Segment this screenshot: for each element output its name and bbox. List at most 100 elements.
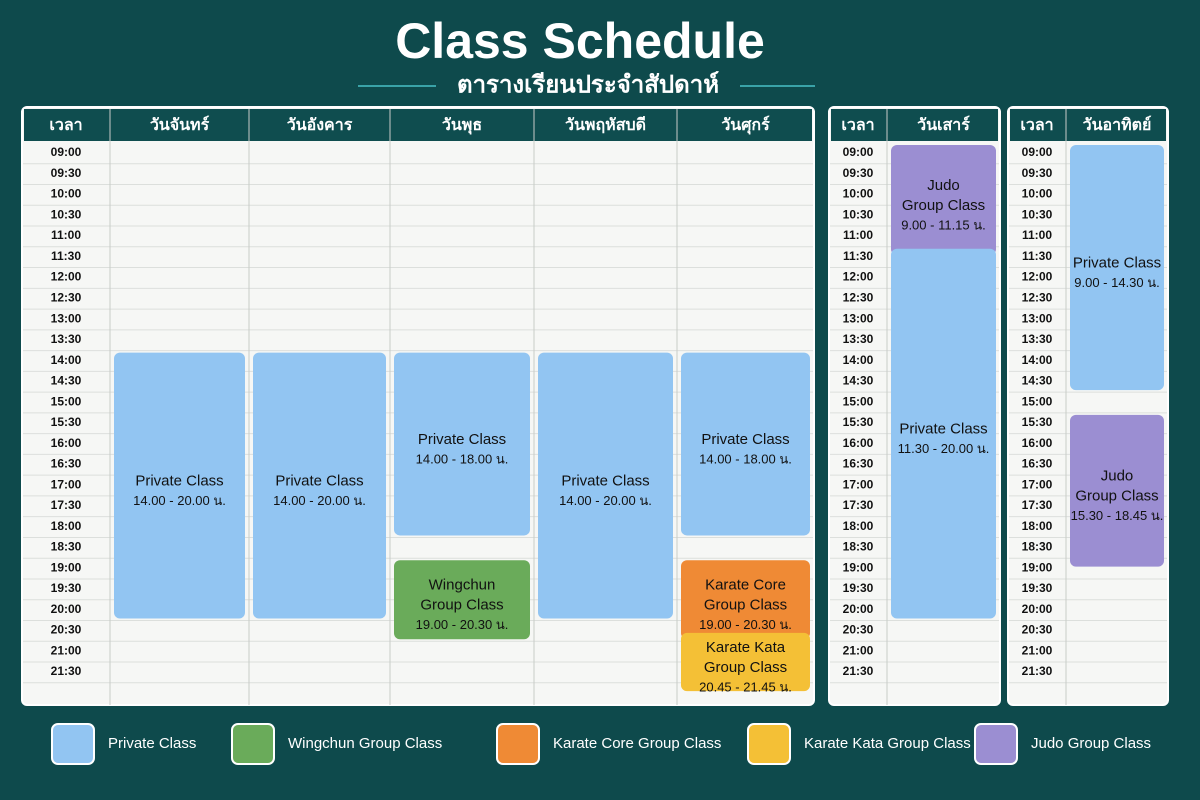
time-label: 20:30 [843,623,874,637]
class-block [681,560,810,640]
time-label: 09:00 [51,145,82,159]
class-time: 14.00 - 18.00 น. [699,451,792,466]
legend-swatch [974,723,1018,765]
time-label: 12:00 [1022,270,1053,284]
time-label: 19:00 [51,560,82,574]
time-label: 12:30 [1022,290,1053,304]
time-label: 20:00 [51,602,82,616]
class-time: 20.45 - 21.45 น. [699,679,792,694]
legend-label: Karate Core Group Class [553,735,721,752]
time-label: 14:30 [1022,374,1053,388]
class-name: Private Class [701,431,789,448]
legend-swatch [231,723,275,765]
day-header: วันจันทร์ [150,115,210,134]
class-name: Group Class [1075,488,1158,505]
time-label: 12:00 [51,270,82,284]
time-label: 11:00 [1022,228,1052,242]
class-name: Group Class [704,597,787,614]
time-label: 10:00 [843,187,874,201]
time-label: 17:00 [1022,477,1053,491]
time-label: 16:30 [843,457,874,471]
class-time: 14.00 - 18.00 น. [416,451,509,466]
class-name: Judo [927,177,960,194]
time-label: 15:00 [843,394,874,408]
time-label: 17:30 [843,498,874,512]
class-block [538,352,673,619]
time-label: 14:00 [1022,353,1053,367]
class-time: 19.00 - 20.30 น. [416,617,509,632]
class-time: 9.00 - 11.15 น. [901,218,986,233]
time-label: 10:00 [1022,187,1053,201]
time-label: 15:30 [1022,415,1053,429]
day-header: วันพุธ [442,116,482,135]
time-label: 15:30 [843,415,874,429]
time-label: 18:30 [1022,540,1053,554]
class-time: 15.30 - 18.45 น. [1071,508,1164,523]
class-time: 14.00 - 20.00 น. [273,493,366,508]
time-label: 13:00 [1022,311,1053,325]
time-label: 21:30 [51,664,82,678]
title: Class Schedule [395,13,765,69]
class-block [114,352,245,619]
time-label: 12:30 [51,290,82,304]
time-label: 14:00 [51,353,82,367]
legend-label: Private Class [108,735,196,752]
header-row [831,109,998,141]
legend-swatch [747,723,791,765]
time-label: 21:30 [1022,664,1053,678]
time-label: 17:00 [51,477,82,491]
legend-label: Karate Kata Group Class [804,735,971,752]
day-header: วันศุกร์ [721,115,770,135]
class-time: 14.00 - 20.00 น. [559,493,652,508]
class-name: Private Class [1073,255,1161,272]
day-header: วันเสาร์ [917,115,970,134]
time-label: 19:00 [1022,560,1053,574]
legend-label: Wingchun Group Class [288,735,442,752]
day-header: วันอาทิตย์ [1083,115,1152,134]
time-label: 09:00 [1022,145,1053,159]
class-block [681,632,810,692]
time-label: 09:30 [843,166,874,180]
time-label: 11:00 [51,228,81,242]
class-name: Karate Core [705,577,786,594]
time-label: 19:00 [843,560,874,574]
time-label: 10:00 [51,187,82,201]
time-label: 18:30 [843,540,874,554]
time-label: 19:30 [1022,581,1053,595]
class-block [394,560,530,640]
time-label: 20:00 [843,602,874,616]
class-time: 11.30 - 20.00 น. [898,441,990,456]
time-label: 18:30 [51,540,82,554]
time-label: 17:30 [1022,498,1053,512]
time-label: 16:30 [1022,457,1053,471]
time-label: 11:30 [1022,249,1052,263]
class-name: Wingchun [429,577,496,594]
time-label: 14:30 [843,374,874,388]
time-label: 10:30 [51,207,82,221]
time-label: 11:30 [51,249,81,263]
class-name: Group Class [420,597,503,614]
class-time: 9.00 - 14.30 น. [1074,275,1160,290]
class-block [891,145,996,256]
time-label: 13:30 [843,332,874,346]
time-label: 19:30 [51,581,82,595]
class-block [681,352,810,536]
time-label: 15:30 [51,415,82,429]
time-label: 12:30 [843,290,874,304]
legend-swatch [51,723,95,765]
time-label: 14:00 [843,353,874,367]
class-name: Judo [1101,468,1134,485]
header-row [24,109,812,141]
class-time: 14.00 - 20.00 น. [133,493,226,508]
time-label: 09:30 [1022,166,1053,180]
time-label: 13:00 [843,311,874,325]
time-label: 16:30 [51,457,82,471]
time-label: 18:00 [51,519,82,533]
class-name: Group Class [704,659,787,676]
time-label: 11:00 [843,228,873,242]
class-name: Private Class [135,473,223,490]
time-label: 16:00 [1022,436,1053,450]
time-label: 13:30 [1022,332,1053,346]
class-block [253,352,386,619]
